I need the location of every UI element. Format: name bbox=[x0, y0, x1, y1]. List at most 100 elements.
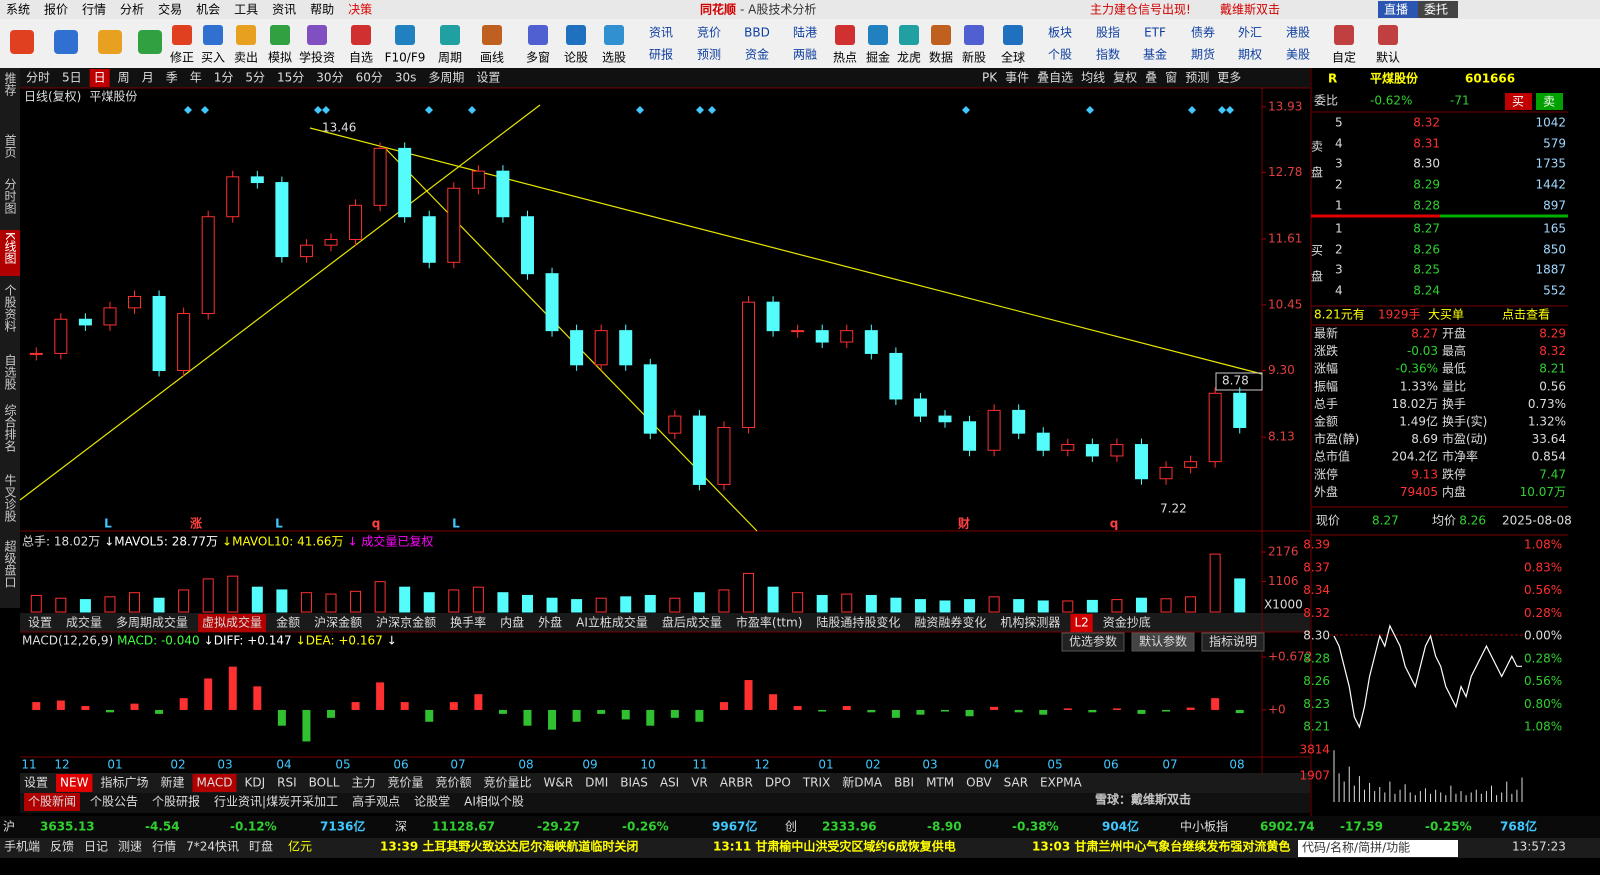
indicator-tab[interactable]: 竞价量 bbox=[387, 776, 423, 790]
indicator-tab[interactable]: MACD bbox=[196, 776, 232, 790]
top-link[interactable]: 直播 bbox=[1384, 3, 1408, 17]
indicator-tab[interactable]: ASI bbox=[660, 776, 679, 790]
side-tab[interactable]: 首页 bbox=[3, 134, 17, 159]
indicator-tab[interactable]: 市盈率(ttm) bbox=[736, 615, 802, 630]
period-tab[interactable]: 多周期 bbox=[428, 71, 464, 85]
chart-tool[interactable]: 窗 bbox=[1165, 71, 1177, 85]
tool-icon[interactable] bbox=[566, 25, 586, 45]
indicator-tab[interactable]: 陆股通持股变化 bbox=[816, 615, 900, 630]
tool-icon[interactable] bbox=[868, 25, 888, 45]
indicator-tab[interactable]: 竞价量比 bbox=[484, 776, 532, 790]
tool-label[interactable]: 周期 bbox=[438, 51, 462, 65]
side-tab[interactable]: 推荐 bbox=[3, 72, 17, 97]
indicator-tab[interactable]: 竞价额 bbox=[436, 776, 472, 790]
indicator-tab[interactable]: 指标广场 bbox=[100, 775, 148, 790]
indicator-tab[interactable]: NEW bbox=[60, 776, 89, 790]
news-tab[interactable]: AI相似个股 bbox=[464, 795, 524, 809]
menu-item[interactable]: 工具 bbox=[234, 3, 258, 17]
tool-label[interactable]: 选股 bbox=[602, 51, 626, 65]
period-tab[interactable]: 5分 bbox=[245, 71, 265, 85]
indicator-tab[interactable]: W&R bbox=[544, 776, 574, 790]
indicator-tab[interactable]: SAR bbox=[1004, 776, 1028, 790]
tool-icon[interactable] bbox=[440, 25, 460, 45]
news-ticker[interactable]: 13:39 土耳其野火致达达尼尔海峡航道临时关闭 bbox=[380, 839, 638, 854]
param-button[interactable] bbox=[1061, 632, 1125, 652]
tool-icon[interactable] bbox=[54, 30, 78, 54]
news-ticker[interactable]: 13:03 甘肃兰州中心气象台继续发布强对流黄色 bbox=[1032, 839, 1290, 854]
indicator-tab[interactable]: 主力 bbox=[351, 776, 375, 790]
tool-label[interactable]: 多窗 bbox=[526, 51, 550, 65]
status-item[interactable]: 盯盘 bbox=[249, 839, 273, 854]
side-tab[interactable]: 牛叉诊股 bbox=[3, 473, 17, 523]
tool-link[interactable]: 陆港 bbox=[793, 25, 817, 40]
tool-link[interactable]: 研报 bbox=[649, 47, 673, 62]
indicator-tab[interactable]: DMI bbox=[585, 776, 608, 790]
tool-icon[interactable] bbox=[307, 25, 327, 45]
tool-label[interactable]: 掘金 bbox=[866, 50, 890, 65]
tool-icon[interactable] bbox=[236, 25, 256, 45]
chart-tool[interactable]: 复权 bbox=[1113, 71, 1137, 85]
tool-label[interactable]: 热点 bbox=[833, 51, 857, 65]
tool-link[interactable]: 指数 bbox=[1096, 47, 1120, 62]
indicator-tab[interactable]: OBV bbox=[966, 776, 992, 790]
period-tab[interactable]: 年 bbox=[190, 71, 202, 85]
indicator-tab[interactable]: 沪深金额 bbox=[314, 615, 362, 630]
indicator-tab[interactable]: 虚拟成交量 bbox=[202, 615, 262, 630]
period-tab[interactable]: 日 bbox=[94, 71, 106, 85]
indicator-tab[interactable]: VR bbox=[691, 776, 708, 790]
tool-link[interactable]: 两融 bbox=[793, 48, 817, 62]
buy-button[interactable] bbox=[1505, 93, 1532, 110]
status-item[interactable]: 7*24快讯 bbox=[186, 840, 239, 854]
status-item[interactable]: 反馈 bbox=[50, 840, 74, 854]
tool-label[interactable]: 数据 bbox=[929, 50, 953, 65]
news-ticker[interactable]: 13:11 甘肃榆中山洪受灾区域约6成恢复供电 bbox=[713, 839, 956, 854]
tool-label[interactable]: 自定 bbox=[1332, 50, 1356, 65]
status-item[interactable]: 行情 bbox=[152, 840, 176, 854]
tool-icon[interactable] bbox=[835, 25, 855, 45]
indicator-tab[interactable]: BBI bbox=[894, 776, 914, 790]
tool-icon[interactable] bbox=[138, 30, 162, 54]
news-tab[interactable]: 个股研报 bbox=[152, 794, 200, 809]
indicator-tab[interactable]: L2 bbox=[1074, 616, 1088, 630]
indicator-tab[interactable]: TRIX bbox=[802, 776, 830, 790]
news-tab[interactable]: 个股新闻 bbox=[28, 794, 76, 809]
top-link[interactable]: 主力建仓信号出现! bbox=[1090, 3, 1191, 17]
indicator-tab[interactable]: 设置 bbox=[28, 616, 52, 630]
indicator-tab[interactable]: 资金抄底 bbox=[1103, 615, 1151, 630]
tool-icon[interactable] bbox=[604, 25, 624, 45]
period-tab[interactable]: 季 bbox=[166, 71, 178, 85]
side-tab[interactable]: K线图 bbox=[3, 232, 17, 264]
tool-link[interactable]: 板块 bbox=[1048, 26, 1072, 40]
side-tab[interactable]: 超级盘口 bbox=[3, 539, 17, 588]
side-tab[interactable]: 自选股 bbox=[3, 354, 17, 391]
chart-tool[interactable]: 事件 bbox=[1005, 71, 1029, 85]
news-tab[interactable]: 行业资讯|煤炭开采加工 bbox=[214, 795, 338, 809]
period-tab[interactable]: 30s bbox=[395, 71, 417, 85]
period-tab[interactable]: 1分 bbox=[214, 71, 234, 85]
period-tab[interactable]: 60分 bbox=[356, 71, 383, 85]
sell-button-label[interactable]: 卖 bbox=[1543, 95, 1555, 109]
tool-label[interactable]: 默认 bbox=[1376, 50, 1400, 65]
tool-label[interactable]: F10/F9 bbox=[385, 51, 426, 65]
big-order[interactable]: 点击查看 bbox=[1502, 308, 1550, 322]
menu-item[interactable]: 帮助 bbox=[310, 3, 334, 17]
search-placeholder[interactable]: 代码/名称/简拼/功能 bbox=[1302, 840, 1410, 855]
indicator-tab[interactable]: 新DMA bbox=[842, 775, 883, 790]
tool-link[interactable]: 资金 bbox=[745, 47, 769, 62]
menu-item[interactable]: 行情 bbox=[82, 3, 106, 17]
tool-icon[interactable] bbox=[1334, 25, 1354, 45]
indicator-tab[interactable]: 成交量 bbox=[66, 615, 102, 630]
indicator-tab[interactable]: EXPMA bbox=[1040, 776, 1082, 790]
indicator-tab[interactable]: 换手率 bbox=[450, 615, 486, 630]
indicator-tab[interactable]: BOLL bbox=[309, 776, 340, 790]
param-button[interactable] bbox=[1201, 632, 1265, 652]
tool-link[interactable]: 股指 bbox=[1096, 25, 1120, 40]
side-tab[interactable]: 综合排名 bbox=[3, 404, 17, 452]
tool-icon[interactable] bbox=[10, 30, 34, 54]
tool-label[interactable]: 全球 bbox=[1001, 50, 1025, 65]
tool-link[interactable]: 港股 bbox=[1286, 26, 1310, 40]
tool-label[interactable]: 买入 bbox=[201, 51, 225, 65]
chart-tool[interactable]: PK bbox=[982, 71, 998, 85]
param-button-label[interactable]: 默认参数 bbox=[1139, 634, 1187, 649]
chart-tool[interactable]: 均线 bbox=[1081, 71, 1105, 85]
